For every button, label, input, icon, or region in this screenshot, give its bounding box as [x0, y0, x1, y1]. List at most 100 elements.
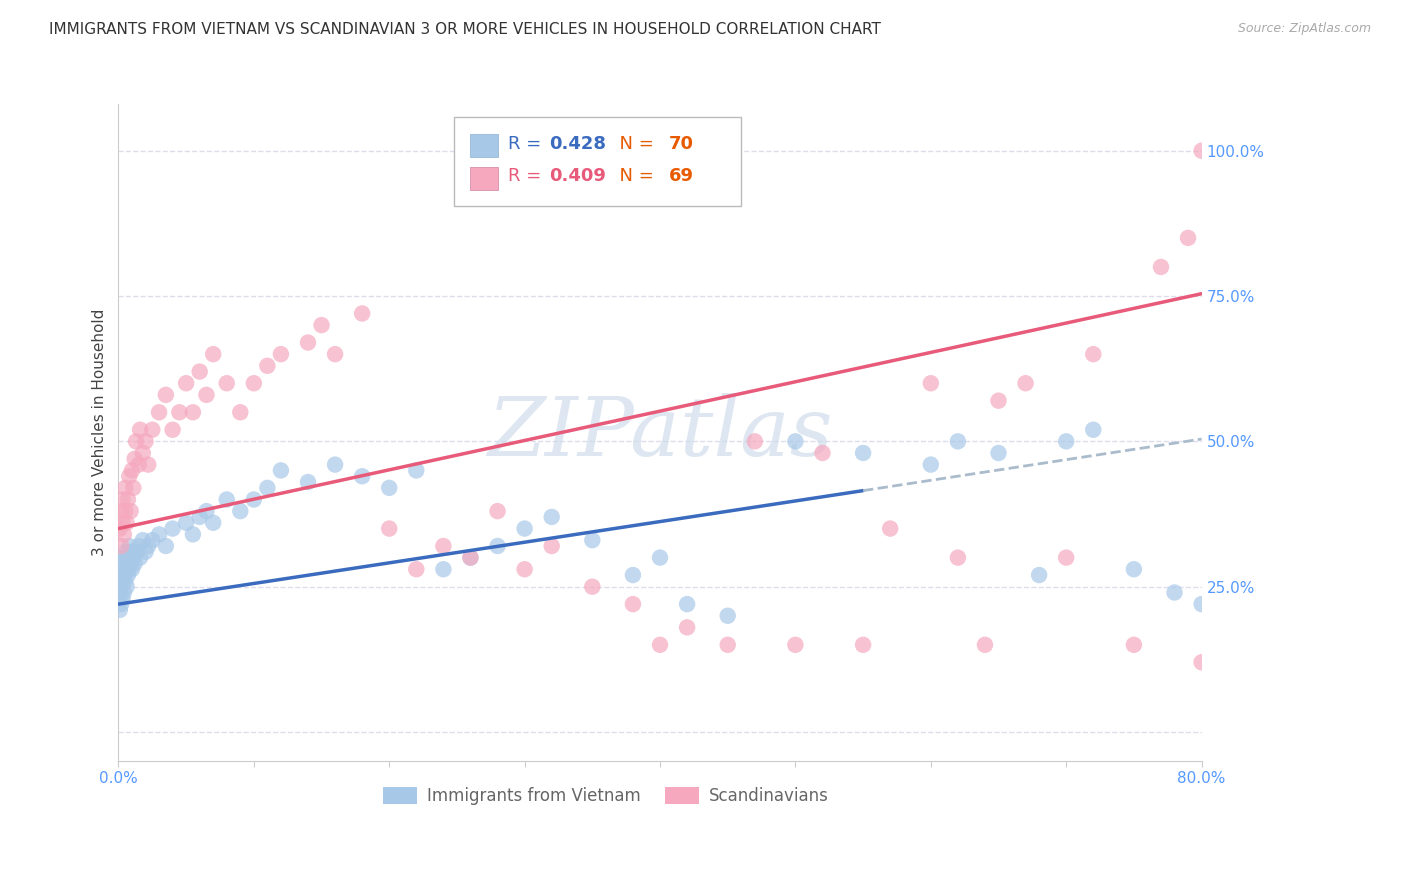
Point [648, 550, 671, 565]
Point [174, 376, 197, 391]
Point [108, 603, 131, 617]
FancyBboxPatch shape [454, 118, 741, 206]
Point [785, 638, 807, 652]
Point [852, 446, 875, 460]
Point [215, 492, 238, 507]
Y-axis label: 3 or more Vehicles in Household: 3 or more Vehicles in Household [93, 309, 107, 557]
Point [121, 545, 143, 559]
Point [132, 446, 155, 460]
Point [134, 434, 156, 449]
Point [1163, 585, 1185, 599]
Point [540, 539, 562, 553]
Point [111, 516, 134, 530]
Point [128, 458, 150, 472]
Point [1054, 434, 1077, 449]
Point [987, 446, 1010, 460]
Point [112, 568, 135, 582]
Point [811, 446, 834, 460]
Point [108, 522, 131, 536]
Point [112, 527, 135, 541]
Point [432, 539, 454, 553]
Point [162, 423, 184, 437]
Point [181, 405, 204, 419]
Point [110, 539, 132, 553]
Point [120, 504, 142, 518]
Point [974, 638, 997, 652]
Point [155, 388, 177, 402]
Point [110, 504, 132, 518]
Point [129, 423, 152, 437]
Point [195, 388, 218, 402]
Point [744, 434, 766, 449]
Point [114, 481, 136, 495]
Point [122, 481, 145, 495]
Point [114, 504, 136, 518]
Point [432, 562, 454, 576]
Point [920, 458, 942, 472]
Point [188, 510, 211, 524]
Point [124, 557, 146, 571]
Point [115, 580, 138, 594]
Point [323, 347, 346, 361]
Point [256, 481, 278, 495]
Point [648, 638, 671, 652]
Point [111, 492, 134, 507]
Point [110, 597, 132, 611]
Point [188, 365, 211, 379]
Point [229, 504, 252, 518]
Point [297, 335, 319, 350]
Point [297, 475, 319, 489]
Point [162, 522, 184, 536]
Point [852, 638, 875, 652]
Point [148, 527, 170, 541]
Point [486, 539, 509, 553]
Point [132, 533, 155, 548]
Point [112, 585, 135, 599]
Point [112, 557, 135, 571]
Point [1028, 568, 1050, 582]
Point [270, 347, 292, 361]
Point [108, 585, 131, 599]
Point [117, 568, 139, 582]
Point [1054, 550, 1077, 565]
Point [785, 434, 807, 449]
Point [717, 608, 740, 623]
Point [352, 306, 374, 320]
Text: 70: 70 [669, 135, 693, 153]
Point [141, 423, 163, 437]
Point [124, 451, 146, 466]
Point [311, 318, 333, 332]
Point [115, 516, 138, 530]
Point [195, 504, 218, 518]
Point [946, 550, 969, 565]
Point [122, 550, 145, 565]
Point [513, 562, 536, 576]
Point [202, 347, 225, 361]
Point [513, 522, 536, 536]
Point [1083, 423, 1105, 437]
Point [114, 574, 136, 588]
Point [115, 562, 138, 576]
Point [405, 463, 427, 477]
Point [128, 539, 150, 553]
Point [540, 510, 562, 524]
Point [111, 550, 134, 565]
Point [352, 469, 374, 483]
Text: 0.428: 0.428 [550, 135, 606, 153]
Point [111, 574, 134, 588]
Point [243, 376, 266, 391]
Point [118, 562, 141, 576]
Legend: Immigrants from Vietnam, Scandinavians: Immigrants from Vietnam, Scandinavians [377, 780, 835, 812]
Point [155, 539, 177, 553]
Text: R =: R = [509, 168, 547, 186]
Point [118, 539, 141, 553]
Point [148, 405, 170, 419]
Point [136, 539, 159, 553]
Point [717, 638, 740, 652]
Point [405, 562, 427, 576]
Point [987, 393, 1010, 408]
Point [1014, 376, 1036, 391]
Point [120, 557, 142, 571]
Point [136, 458, 159, 472]
Text: Source: ZipAtlas.com: Source: ZipAtlas.com [1237, 22, 1371, 36]
